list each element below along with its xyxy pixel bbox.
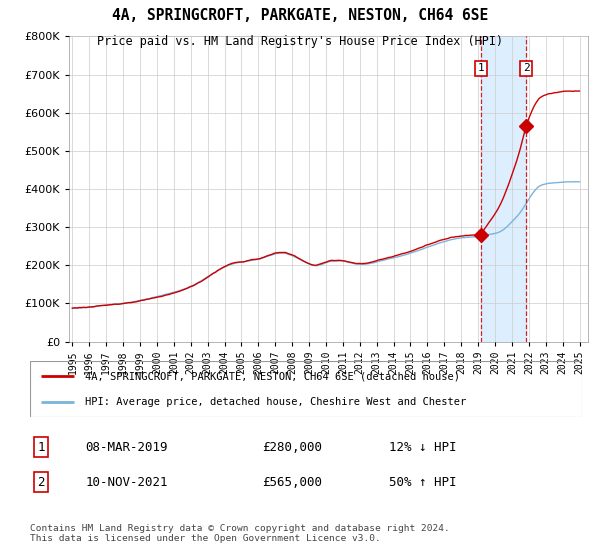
Text: 2: 2 — [37, 475, 45, 489]
Text: 50% ↑ HPI: 50% ↑ HPI — [389, 475, 457, 489]
Text: 4A, SPRINGCROFT, PARKGATE, NESTON, CH64 6SE: 4A, SPRINGCROFT, PARKGATE, NESTON, CH64 … — [112, 8, 488, 24]
Text: £565,000: £565,000 — [262, 475, 322, 489]
Text: 10-NOV-2021: 10-NOV-2021 — [85, 475, 168, 489]
Text: Contains HM Land Registry data © Crown copyright and database right 2024.
This d: Contains HM Land Registry data © Crown c… — [30, 524, 450, 543]
Text: 08-MAR-2019: 08-MAR-2019 — [85, 441, 168, 454]
Bar — [481, 36, 526, 342]
Text: 2: 2 — [523, 63, 530, 73]
Text: 4A, SPRINGCROFT, PARKGATE, NESTON, CH64 6SE (detached house): 4A, SPRINGCROFT, PARKGATE, NESTON, CH64 … — [85, 371, 460, 381]
Text: HPI: Average price, detached house, Cheshire West and Chester: HPI: Average price, detached house, Ches… — [85, 397, 466, 407]
Text: 1: 1 — [478, 63, 485, 73]
Text: 1: 1 — [37, 441, 45, 454]
Text: £280,000: £280,000 — [262, 441, 322, 454]
Text: 12% ↓ HPI: 12% ↓ HPI — [389, 441, 457, 454]
Text: Price paid vs. HM Land Registry's House Price Index (HPI): Price paid vs. HM Land Registry's House … — [97, 35, 503, 48]
